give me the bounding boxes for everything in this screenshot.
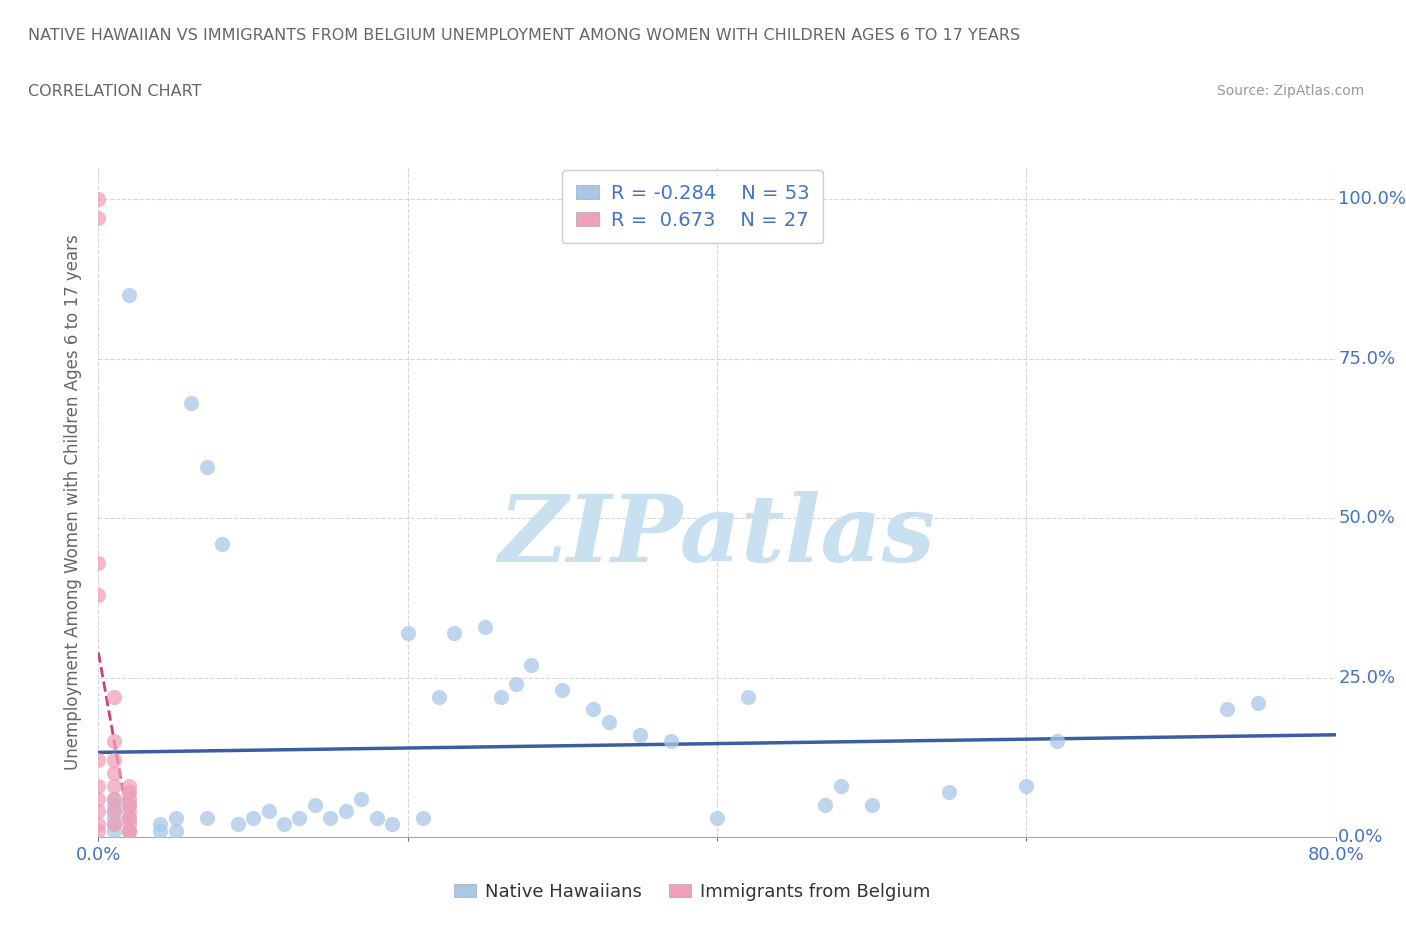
- Point: [366, 810, 388, 825]
- Point: [118, 785, 141, 800]
- Point: [87, 778, 110, 793]
- Text: ZIPatlas: ZIPatlas: [499, 491, 935, 580]
- Point: [443, 626, 465, 641]
- Point: [118, 810, 141, 825]
- Point: [149, 823, 172, 838]
- Point: [103, 817, 125, 831]
- Point: [87, 587, 110, 602]
- Point: [103, 753, 125, 768]
- Text: 25.0%: 25.0%: [1339, 669, 1395, 686]
- Point: [103, 817, 125, 831]
- Point: [118, 785, 141, 800]
- Point: [1247, 696, 1270, 711]
- Point: [87, 192, 110, 206]
- Point: [118, 817, 141, 831]
- Text: 50.0%: 50.0%: [1339, 509, 1395, 527]
- Point: [350, 791, 373, 806]
- Point: [118, 791, 141, 806]
- Point: [659, 734, 682, 749]
- Point: [830, 778, 852, 793]
- Point: [860, 798, 883, 813]
- Point: [211, 537, 233, 551]
- Point: [551, 683, 574, 698]
- Point: [165, 823, 187, 838]
- Point: [381, 817, 404, 831]
- Point: [288, 810, 311, 825]
- Point: [118, 823, 141, 838]
- Y-axis label: Unemployment Among Women with Children Ages 6 to 17 years: Unemployment Among Women with Children A…: [65, 234, 83, 770]
- Point: [87, 211, 110, 226]
- Point: [103, 810, 125, 825]
- Point: [489, 689, 512, 704]
- Point: [520, 658, 543, 672]
- Point: [938, 785, 960, 800]
- Text: 75.0%: 75.0%: [1339, 350, 1395, 367]
- Point: [87, 804, 110, 819]
- Point: [103, 734, 125, 749]
- Point: [103, 798, 125, 813]
- Point: [505, 676, 527, 691]
- Point: [396, 626, 419, 641]
- Point: [257, 804, 280, 819]
- Point: [195, 459, 218, 474]
- Point: [118, 823, 141, 838]
- Text: Source: ZipAtlas.com: Source: ZipAtlas.com: [1216, 84, 1364, 98]
- Point: [87, 823, 110, 838]
- Point: [335, 804, 357, 819]
- Point: [103, 791, 125, 806]
- Point: [304, 798, 326, 813]
- Point: [118, 798, 141, 813]
- Point: [103, 804, 125, 819]
- Point: [706, 810, 728, 825]
- Point: [273, 817, 295, 831]
- Point: [412, 810, 434, 825]
- Text: CORRELATION CHART: CORRELATION CHART: [28, 84, 201, 99]
- Point: [427, 689, 450, 704]
- Point: [226, 817, 249, 831]
- Point: [87, 791, 110, 806]
- Point: [118, 804, 141, 819]
- Point: [118, 778, 141, 793]
- Point: [103, 791, 125, 806]
- Point: [242, 810, 264, 825]
- Point: [195, 810, 218, 825]
- Text: NATIVE HAWAIIAN VS IMMIGRANTS FROM BELGIUM UNEMPLOYMENT AMONG WOMEN WITH CHILDRE: NATIVE HAWAIIAN VS IMMIGRANTS FROM BELGI…: [28, 28, 1021, 43]
- Point: [165, 810, 187, 825]
- Point: [103, 778, 125, 793]
- Legend: Native Hawaiians, Immigrants from Belgium: Native Hawaiians, Immigrants from Belgiu…: [447, 876, 938, 909]
- Text: 100.0%: 100.0%: [1339, 191, 1406, 208]
- Text: 0.0%: 0.0%: [1339, 828, 1384, 846]
- Point: [87, 753, 110, 768]
- Point: [103, 823, 125, 838]
- Point: [118, 798, 141, 813]
- Point: [814, 798, 837, 813]
- Point: [1015, 778, 1038, 793]
- Point: [180, 396, 202, 411]
- Point: [319, 810, 342, 825]
- Point: [87, 817, 110, 831]
- Point: [118, 823, 141, 838]
- Point: [1046, 734, 1069, 749]
- Point: [103, 765, 125, 780]
- Point: [582, 702, 605, 717]
- Point: [598, 715, 620, 730]
- Point: [103, 689, 125, 704]
- Point: [628, 727, 651, 742]
- Point: [149, 817, 172, 831]
- Point: [87, 555, 110, 570]
- Point: [103, 804, 125, 819]
- Point: [474, 619, 496, 634]
- Point: [737, 689, 759, 704]
- Point: [118, 810, 141, 825]
- Point: [118, 287, 141, 302]
- Point: [1216, 702, 1239, 717]
